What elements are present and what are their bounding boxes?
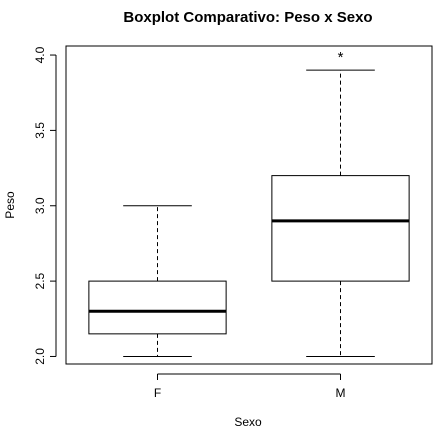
box-m: * bbox=[271, 49, 410, 357]
plot-area-frame bbox=[65, 45, 433, 365]
y-tick-label: 4.0 bbox=[33, 46, 47, 63]
x-tick-label: F bbox=[154, 386, 161, 400]
iqr-box bbox=[271, 175, 410, 282]
outlier-marker: * bbox=[338, 49, 344, 66]
y-axis: 2.0 2.5 3.0 3.5 4.0 bbox=[33, 46, 57, 365]
x-tick-label: M bbox=[336, 386, 346, 400]
iqr-box bbox=[88, 280, 227, 335]
y-tick-label: 2.0 bbox=[33, 348, 47, 365]
x-axis-label: Sexo bbox=[234, 415, 262, 429]
box-f bbox=[88, 205, 227, 357]
y-tick-label: 3.0 bbox=[33, 197, 47, 214]
y-axis-label: Peso bbox=[3, 191, 17, 219]
y-tick-label: 3.5 bbox=[33, 122, 47, 139]
chart-title: Boxplot Comparativo: Peso x Sexo bbox=[123, 9, 372, 26]
y-tick-label: 2.5 bbox=[33, 272, 47, 289]
boxes-layer: * bbox=[88, 49, 410, 357]
